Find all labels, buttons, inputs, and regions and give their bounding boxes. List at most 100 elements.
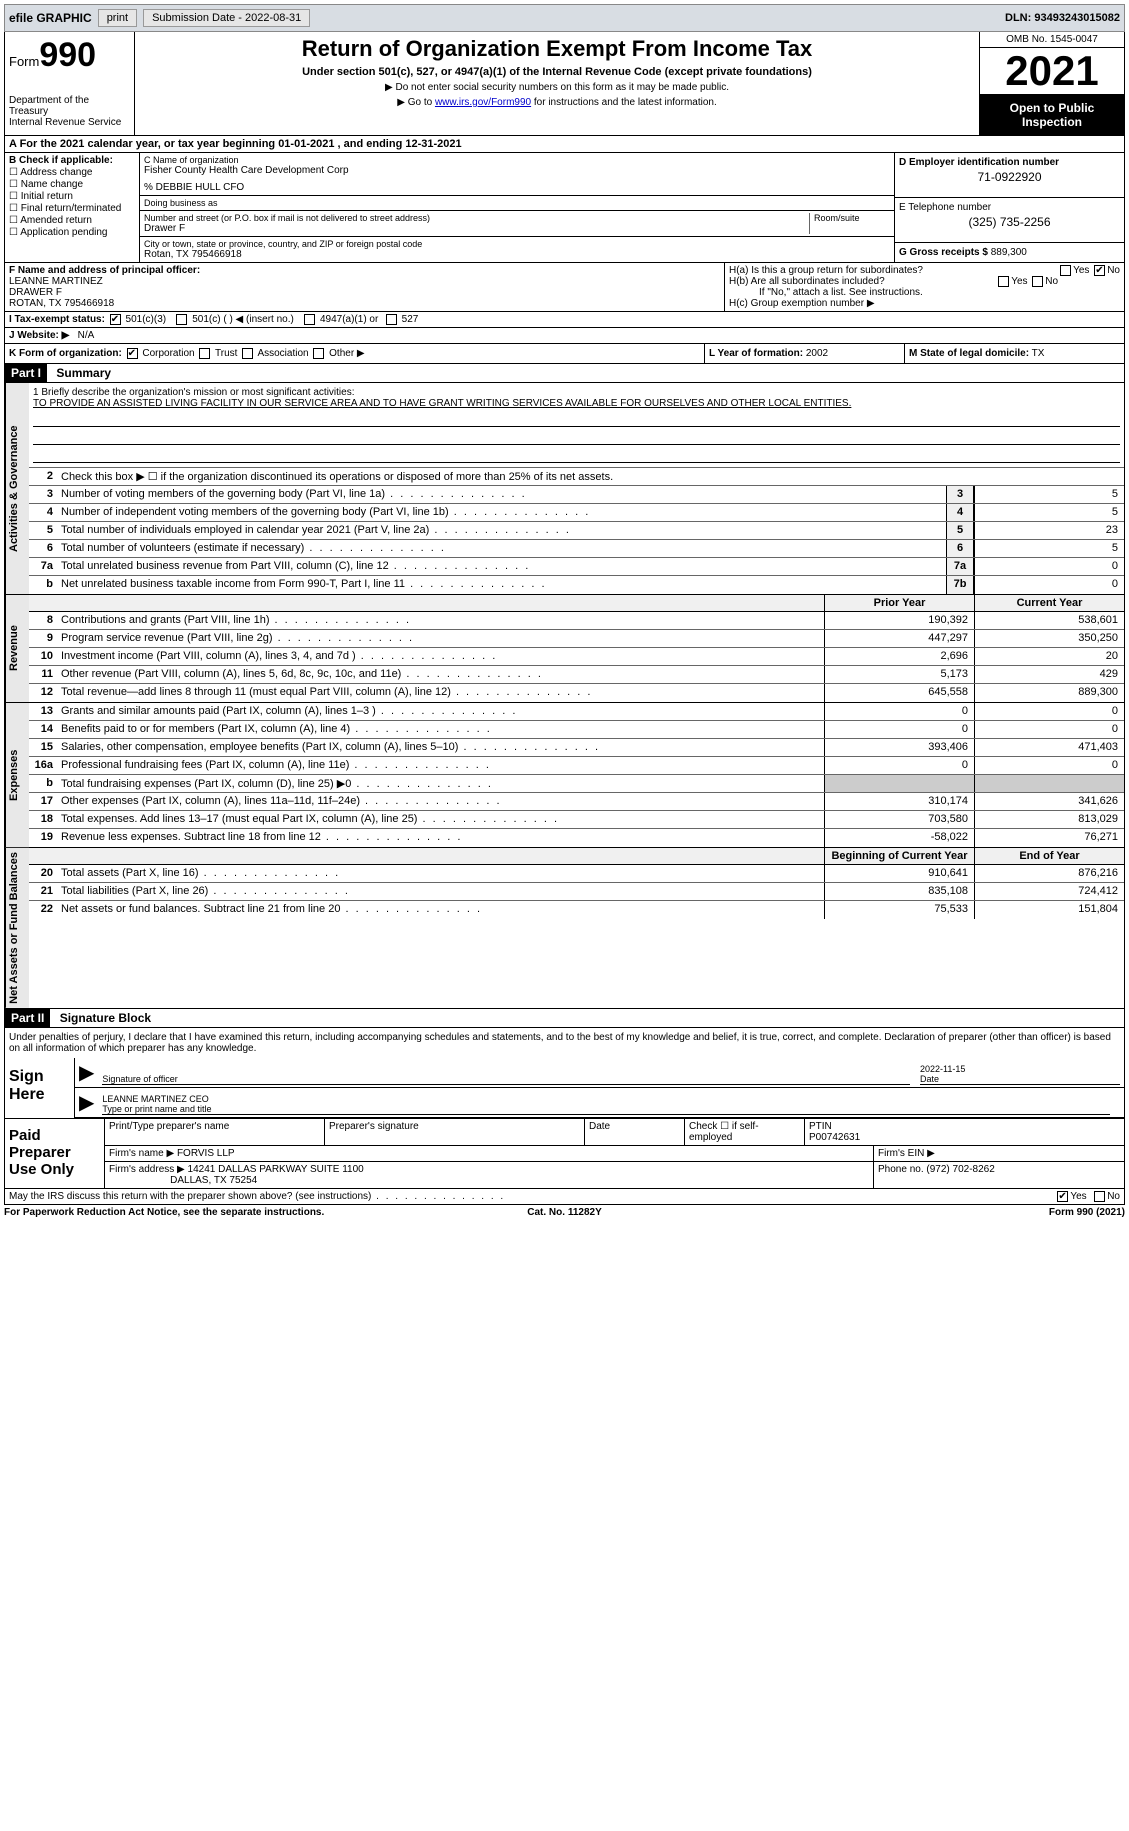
gov-line: 7aTotal unrelated business revenue from … bbox=[29, 558, 1124, 576]
k-corp[interactable] bbox=[127, 348, 138, 359]
hb-yes[interactable] bbox=[998, 276, 1009, 287]
discuss-yes[interactable] bbox=[1057, 1191, 1068, 1202]
header-right: OMB No. 1545-0047 2021 Open to Public In… bbox=[979, 32, 1124, 135]
submission-date-button[interactable]: Submission Date - 2022-08-31 bbox=[143, 9, 310, 27]
row-k: K Form of organization: Corporation Trus… bbox=[5, 344, 704, 363]
dba-lbl: Doing business as bbox=[144, 198, 890, 208]
k-other[interactable] bbox=[313, 348, 324, 359]
officer-addr1: DRAWER F bbox=[9, 287, 720, 298]
discuss-no[interactable] bbox=[1094, 1191, 1105, 1202]
col-f: F Name and address of principal officer:… bbox=[5, 263, 724, 311]
data-line: 12Total revenue—add lines 8 through 11 (… bbox=[29, 684, 1124, 702]
col-de: D Employer identification number 71-0922… bbox=[894, 153, 1124, 262]
data-line: 21Total liabilities (Part X, line 26)835… bbox=[29, 883, 1124, 901]
i-4947[interactable] bbox=[304, 314, 315, 325]
form-word: Form bbox=[9, 54, 39, 69]
org-name-lbl: C Name of organization bbox=[144, 155, 890, 165]
line2: Check this box ▶ ☐ if the organization d… bbox=[57, 468, 1124, 485]
chk-address[interactable]: ☐ Address change bbox=[9, 167, 135, 178]
footer-left: For Paperwork Reduction Act Notice, see … bbox=[4, 1207, 378, 1218]
row-l: L Year of formation: 2002 bbox=[704, 344, 904, 363]
gov-line: 5Total number of individuals employed in… bbox=[29, 522, 1124, 540]
hdr-prior: Prior Year bbox=[824, 595, 974, 611]
gov-line: 4Number of independent voting members of… bbox=[29, 504, 1124, 522]
chk-amended[interactable]: ☐ Amended return bbox=[9, 215, 135, 226]
col-b-label: B Check if applicable: bbox=[9, 155, 135, 166]
chk-final[interactable]: ☐ Final return/terminated bbox=[9, 203, 135, 214]
row-m: M State of legal domicile: TX bbox=[904, 344, 1124, 363]
officer-name-title: LEANNE MARTINEZ CEO bbox=[102, 1094, 1110, 1104]
firm-addr1: 14241 DALLAS PARKWAY SUITE 1100 bbox=[188, 1164, 364, 1175]
section-net: Net Assets or Fund Balances Beginning of… bbox=[4, 848, 1125, 1009]
tax-year: 2021 bbox=[980, 48, 1124, 95]
ein-val: 71-0922920 bbox=[899, 170, 1120, 184]
row-i: I Tax-exempt status: 501(c)(3) 501(c) ( … bbox=[5, 312, 1124, 327]
gross-lbl: G Gross receipts $ bbox=[899, 247, 988, 258]
ha-yes[interactable] bbox=[1060, 265, 1071, 276]
gov-line: 3Number of voting members of the governi… bbox=[29, 486, 1124, 504]
addr-lbl: Number and street (or P.O. box if mail i… bbox=[144, 213, 805, 223]
i-501c3[interactable] bbox=[110, 314, 121, 325]
block-bcdeg: B Check if applicable: ☐ Address change … bbox=[4, 153, 1125, 263]
mission-text: TO PROVIDE AN ASSISTED LIVING FACILITY I… bbox=[33, 398, 1120, 409]
data-line: 9Program service revenue (Part VIII, lin… bbox=[29, 630, 1124, 648]
data-line: 10Investment income (Part VIII, column (… bbox=[29, 648, 1124, 666]
org-name: Fisher County Health Care Development Co… bbox=[144, 165, 890, 176]
section-expenses: Expenses 13Grants and similar amounts pa… bbox=[4, 703, 1125, 848]
dept-label: Department of the Treasury bbox=[9, 95, 130, 117]
print-button[interactable]: print bbox=[98, 9, 137, 27]
block-fj: F Name and address of principal officer:… bbox=[4, 263, 1125, 344]
hb-no[interactable] bbox=[1032, 276, 1043, 287]
k-trust[interactable] bbox=[199, 348, 210, 359]
sign-here: Sign Here bbox=[5, 1058, 75, 1118]
gov-line: 6Total number of volunteers (estimate if… bbox=[29, 540, 1124, 558]
omb-number: OMB No. 1545-0047 bbox=[980, 32, 1124, 48]
preparer-block: Paid Preparer Use Only Print/Type prepar… bbox=[4, 1119, 1125, 1189]
data-line: bTotal fundraising expenses (Part IX, co… bbox=[29, 775, 1124, 793]
dln-label: DLN: 93493243015082 bbox=[1005, 12, 1120, 24]
efile-label: efile GRAPHIC bbox=[9, 11, 92, 25]
data-line: 11Other revenue (Part VIII, column (A), … bbox=[29, 666, 1124, 684]
data-line: 18Total expenses. Add lines 13–17 (must … bbox=[29, 811, 1124, 829]
ha-no[interactable] bbox=[1094, 265, 1105, 276]
sig-arrow-icon: ▶ bbox=[79, 1060, 94, 1085]
form-subtitle: Under section 501(c), 527, or 4947(a)(1)… bbox=[139, 66, 975, 78]
note-link: ▶ Go to www.irs.gov/Form990 for instruct… bbox=[139, 97, 975, 108]
chk-initial[interactable]: ☐ Initial return bbox=[9, 191, 135, 202]
data-line: 13Grants and similar amounts paid (Part … bbox=[29, 703, 1124, 721]
line-a: A For the 2021 calendar year, or tax yea… bbox=[4, 136, 1125, 153]
hdr-current: Current Year bbox=[974, 595, 1124, 611]
ptin-val: P00742631 bbox=[809, 1132, 860, 1143]
k-assoc[interactable] bbox=[242, 348, 253, 359]
row-j: J Website: ▶ N/A bbox=[5, 328, 1124, 343]
open-inspection: Open to Public Inspection bbox=[980, 95, 1124, 135]
chk-name[interactable]: ☐ Name change bbox=[9, 179, 135, 190]
phone-lbl: E Telephone number bbox=[899, 202, 1120, 213]
chk-pending[interactable]: ☐ Application pending bbox=[9, 227, 135, 238]
data-line: 15Salaries, other compensation, employee… bbox=[29, 739, 1124, 757]
side-governance: Activities & Governance bbox=[5, 383, 29, 594]
mission-block: 1 Briefly describe the organization's mi… bbox=[29, 383, 1124, 468]
data-line: 14Benefits paid to or for members (Part … bbox=[29, 721, 1124, 739]
form-title: Return of Organization Exempt From Incom… bbox=[139, 36, 975, 62]
header-mid: Return of Organization Exempt From Incom… bbox=[135, 32, 979, 135]
care-of: % DEBBIE HULL CFO bbox=[144, 182, 890, 193]
discuss-row: May the IRS discuss this return with the… bbox=[4, 1189, 1125, 1205]
row-klm: K Form of organization: Corporation Trus… bbox=[4, 344, 1125, 364]
city-lbl: City or town, state or province, country… bbox=[144, 239, 890, 249]
firm-name: FORVIS LLP bbox=[177, 1148, 235, 1159]
side-expenses: Expenses bbox=[5, 703, 29, 847]
part2-header: Part II Signature Block bbox=[4, 1009, 1125, 1028]
data-line: 19Revenue less expenses. Subtract line 1… bbox=[29, 829, 1124, 847]
form-number: 990 bbox=[39, 36, 96, 74]
i-527[interactable] bbox=[386, 314, 397, 325]
room-lbl: Room/suite bbox=[810, 213, 890, 234]
section-revenue: Revenue Prior YearCurrent Year 8Contribu… bbox=[4, 595, 1125, 703]
irs-link[interactable]: www.irs.gov/Form990 bbox=[435, 97, 531, 108]
col-b: B Check if applicable: ☐ Address change … bbox=[5, 153, 140, 262]
hdr-begin: Beginning of Current Year bbox=[824, 848, 974, 864]
irs-label: Internal Revenue Service bbox=[9, 117, 130, 128]
i-501c[interactable] bbox=[176, 314, 187, 325]
firm-phone: (972) 702-8262 bbox=[926, 1164, 994, 1175]
data-line: 17Other expenses (Part IX, column (A), l… bbox=[29, 793, 1124, 811]
